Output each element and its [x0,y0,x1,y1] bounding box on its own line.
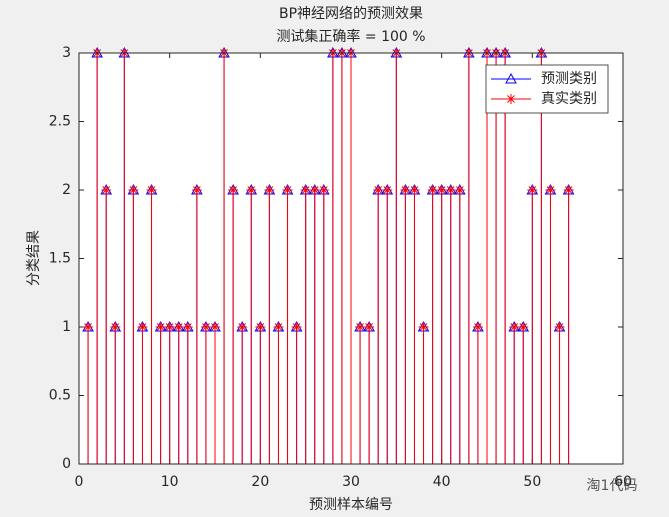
legend-label: 预测类别 [541,71,597,87]
marker [173,322,184,332]
marker [137,322,148,332]
watermark: 淘1代码 [587,478,638,494]
marker [128,185,139,195]
y-tick-label: 2 [62,182,71,198]
marker [400,185,411,195]
marker [554,322,565,332]
marker [291,322,302,332]
x-tick-label: 0 [75,474,84,490]
marker [200,322,211,332]
marker [155,322,166,332]
legend-label: 真实类别 [541,91,597,107]
marker [527,185,538,195]
marker [273,322,284,332]
marker [210,322,220,332]
x-tick-label: 10 [161,474,179,490]
y-tick-label: 3 [62,45,71,61]
marker [454,185,465,195]
legend-box [485,64,609,114]
y-tick-label: 0 [62,456,71,472]
y-axis-label: 分类结果 [26,230,42,286]
x-axis-label: 预测样本编号 [309,497,393,513]
marker [246,185,257,195]
marker [472,322,483,332]
marker [409,185,420,195]
marker [382,185,393,195]
marker [146,185,157,195]
marker [191,185,202,195]
marker [264,185,275,195]
legend-marker [506,94,516,104]
marker [545,185,556,195]
marker [518,322,529,332]
y-tick-label: 2.5 [49,114,71,130]
marker [373,185,384,195]
marker [436,185,447,195]
marker [355,322,366,332]
axes-box [78,52,624,465]
marker [364,322,375,332]
x-tick-label: 40 [433,474,451,490]
x-tick-label: 60 [614,474,632,490]
chart-title: BP神经网络的预测效果 [279,6,423,22]
marker [563,185,574,195]
marker [282,185,293,195]
marker [318,185,329,195]
marker [182,322,193,332]
marker [300,185,311,195]
y-tick-label: 1.5 [49,251,71,267]
marker [164,322,175,332]
marker [427,185,438,195]
marker [83,322,94,332]
x-tick-label: 30 [342,474,360,490]
marker [309,185,320,195]
marker [509,322,520,332]
y-tick-label: 1 [62,319,71,335]
y-tick-label: 0.5 [49,388,71,404]
marker [110,322,121,332]
x-tick-label: 20 [251,474,269,490]
marker [445,185,456,195]
marker [237,322,248,332]
x-tick-label: 50 [523,474,541,490]
marker [418,322,429,332]
marker [255,322,266,332]
marker [101,185,112,195]
legend-marker [505,72,517,84]
marker [228,185,239,195]
chart-subtitle: 测试集正确率 = 100 % [276,28,425,45]
